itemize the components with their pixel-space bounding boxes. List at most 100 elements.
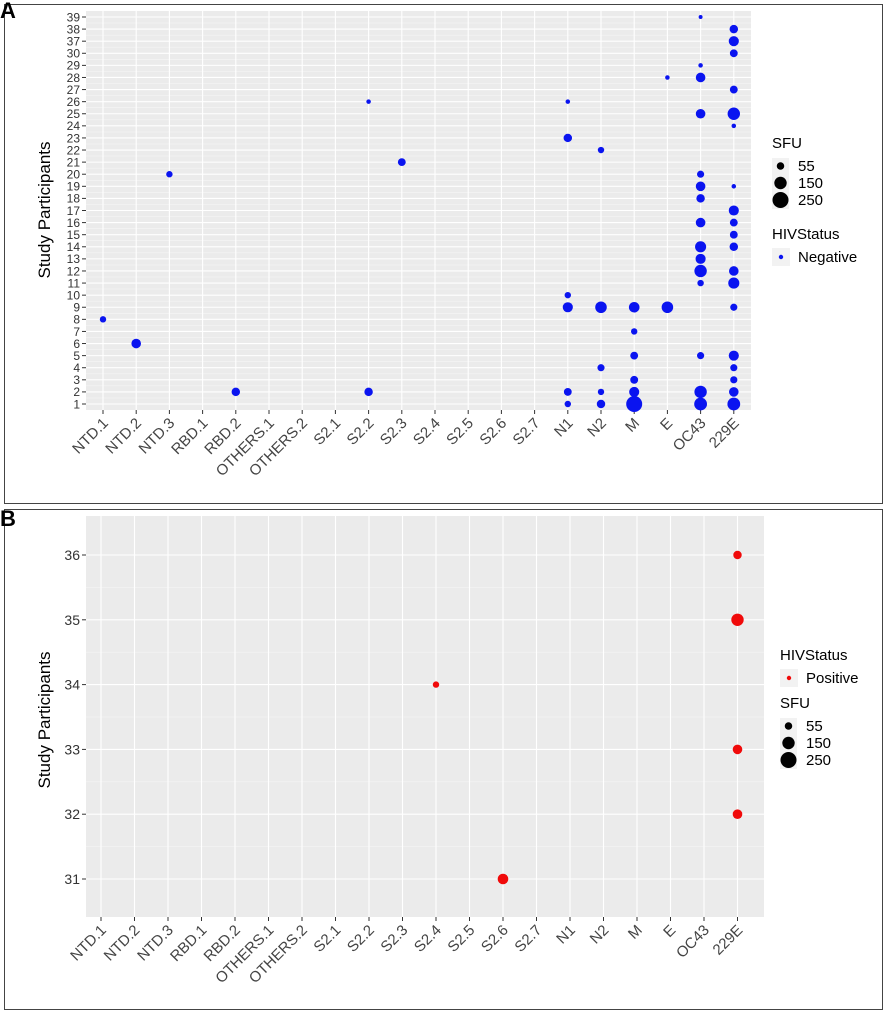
panel-b-y-tick-label: 35 (64, 612, 80, 628)
panel-a-y-tick-label: 26 (67, 95, 81, 109)
panel-a-data-point (728, 205, 739, 216)
panel-b-y-tick-label: 31 (64, 871, 80, 887)
panel-a-data-point (729, 266, 739, 276)
panel-a-data-point (727, 107, 740, 120)
panel-a-data-point (597, 388, 605, 396)
panel-a-x-tick-label: N2 (584, 415, 610, 441)
panel-a-data-point (730, 303, 738, 311)
panel-b-data-point (432, 681, 440, 688)
panel-a-data-point (366, 99, 371, 104)
panel-a-data-point (563, 387, 572, 396)
panel-b-x-tick-label: RBD.1 (167, 922, 210, 965)
panel-a-data-point (729, 387, 739, 397)
panel-a-data-point (695, 253, 706, 264)
panel-a-data-point (731, 123, 737, 129)
panel-a-y-tick-label: 25 (67, 107, 81, 121)
panel-a-y-tick-label: 20 (67, 168, 81, 182)
panel-a-data-point (697, 170, 705, 178)
panel-b-legend-color-key (786, 675, 792, 681)
panel-a-data-point (694, 385, 707, 399)
panel-b-x-tick-label: 229E (710, 922, 747, 959)
panel-a-data-point (695, 72, 706, 83)
panel-b-x-tick-label: S2.6 (478, 922, 512, 956)
panel-a-y-tick-label: 30 (67, 47, 81, 61)
panel-a-data-point (697, 279, 704, 287)
panel-a-data-point (364, 387, 373, 397)
panel-a-y-tick-label: 18 (67, 192, 81, 206)
panel-b-x-tick-label: OC43 (673, 922, 713, 962)
panel-b-x-tick-label: S2.5 (444, 922, 478, 956)
panel-a-data-point (166, 171, 173, 178)
panel-a-y-tick-label: 24 (67, 119, 81, 133)
panel-a-data-point (729, 24, 739, 34)
panel-a-y-tick-label: 27 (67, 83, 81, 97)
panel-a-y-tick-label: 2 (73, 385, 80, 399)
panel-a-y-tick-label: 21 (67, 155, 81, 169)
panel-b-y-tick-label: 34 (64, 677, 80, 693)
panel-a-y-tick-label: 15 (67, 228, 81, 242)
panel-a-data-point (630, 375, 639, 384)
panel-a-data-point (597, 364, 605, 372)
panel-a-y-tick-label: 11 (68, 276, 81, 290)
panel-a-x-tick-label: N1 (551, 415, 577, 441)
panel-a-data-point (730, 364, 738, 372)
panel-b-x-tick-label: NTD.2 (101, 922, 144, 965)
panel-b-legend-size-key (782, 736, 795, 750)
panel-b-x-tick-label: N1 (553, 922, 579, 948)
panel-a-data-point (131, 338, 141, 349)
panel-b-data-point (497, 873, 509, 885)
panel-a-legend-color-label: Negative (798, 249, 857, 266)
panel-a-legend-size-label: 55 (798, 158, 815, 175)
panel-b-legend-size-key (784, 722, 793, 730)
panel-a-data-point (665, 75, 670, 80)
panel-a-y-tick-label: 22 (67, 143, 81, 157)
panel-a-data-point (562, 302, 573, 313)
panel-a-data-point (695, 181, 706, 192)
panel-a-letter: A (0, 0, 16, 23)
panel-a-data-point (694, 264, 707, 278)
panel-b-x-tick-label: E (660, 922, 679, 941)
panel-a-y-tick-label: 5 (73, 349, 80, 363)
panel-a-y-tick-label: 29 (67, 59, 81, 73)
panel-a-y-tick-label: 17 (67, 204, 81, 218)
panel-b-x-tick-label: S2.4 (411, 922, 445, 956)
panel-a-data-point (694, 397, 707, 411)
panel-a-data-point (595, 301, 607, 314)
panel-a-data-point (597, 146, 605, 154)
panel-b-x-tick-label: S2.1 (310, 922, 344, 956)
panel-a-data-point (397, 158, 406, 167)
panel-a-data-point (631, 328, 638, 335)
panel-a-legend-size-label: 150 (798, 175, 823, 192)
panel-b-x-tick-label: S2.2 (344, 922, 378, 956)
panel-a-legend-color-title: HIVStatus (772, 226, 840, 243)
panel-a-data-point (696, 194, 705, 203)
panel-a-data-point (695, 241, 707, 253)
panel-a-x-tick-label: E (657, 415, 676, 434)
panel-a-data-point (628, 301, 640, 313)
panel-a-x-tick-label: S2.6 (476, 415, 510, 449)
panel-a-data-point (729, 242, 739, 252)
panel-b-y-tick-label: 32 (64, 806, 80, 822)
panel-a-y-tick-label: 37 (67, 35, 81, 49)
panel-b-y-tick-label: 33 (64, 741, 80, 757)
panel-a-data-point (728, 277, 740, 289)
panel-a-x-tick-label: S2.5 (443, 415, 477, 449)
panel-a-data-point (697, 352, 705, 360)
panel-a-y-tick-label: 9 (73, 301, 80, 315)
panel-a-x-tick-label: 229E (706, 415, 743, 452)
panel-a-data-point (661, 301, 674, 314)
panel-b-legend-size-label: 55 (806, 718, 823, 735)
panel-a-y-axis-title: Study Participants (35, 141, 54, 278)
panel-a-legend-size-key (772, 192, 789, 208)
panel-a-data-point (698, 63, 703, 68)
panel-a-legend-size-label: 250 (798, 192, 823, 209)
panel-a-y-tick-label: 12 (67, 264, 81, 278)
panel-a-y-tick-label: 3 (73, 373, 80, 387)
panel-b-x-tick-label: S2.7 (511, 922, 545, 956)
panel-a-data-point (564, 400, 571, 408)
panel-b-x-tick-label: NTD.1 (67, 922, 110, 965)
panel-a-data-point (729, 85, 738, 94)
panel-a-data-point (565, 99, 571, 104)
panel-b-legend-size-key (780, 752, 797, 768)
